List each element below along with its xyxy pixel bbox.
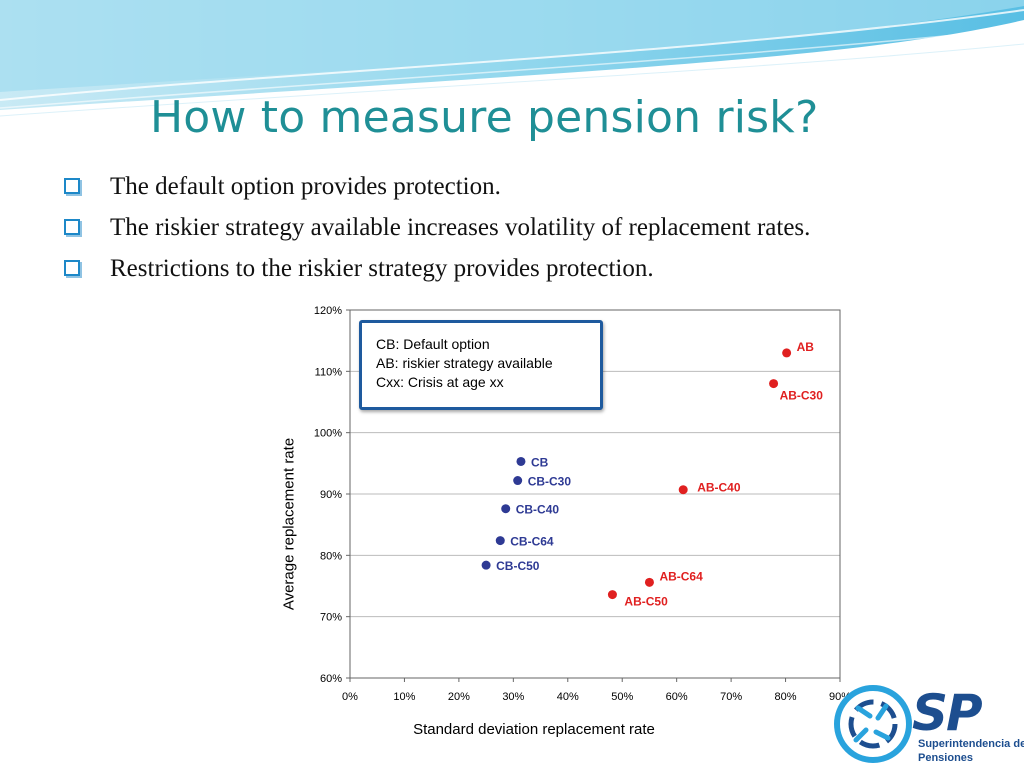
x-tick-label: 0% — [342, 691, 358, 703]
bullet-text: The default option provides protection. — [110, 173, 501, 200]
checkbox-bullet-icon — [64, 178, 80, 194]
data-point — [644, 577, 654, 587]
data-label: AB-C30 — [780, 389, 824, 403]
checkbox-bullet-icon — [64, 219, 80, 235]
x-tick-label: 20% — [448, 691, 470, 703]
slide-title: How to measure pension risk? — [150, 92, 819, 143]
bullet-text: The riskier strategy available increases… — [110, 214, 811, 241]
logo-text: Superintendencia de — [918, 738, 1024, 750]
header-banner — [0, 0, 1024, 117]
x-tick-label: 60% — [666, 691, 688, 703]
x-axis-ticks: 0% 10% 20% 30% 40% 50% 60% 70% 80% 90% — [342, 678, 851, 703]
bullet-item: The riskier strategy available increases… — [60, 209, 810, 250]
x-tick-label: 40% — [557, 691, 579, 703]
data-point — [782, 348, 792, 358]
y-axis-ticks: 60% 70% 80% 90% 100% 110% 120% — [314, 305, 350, 685]
y-axis-label: Average replacement rate — [280, 437, 298, 611]
data-label: CB — [531, 455, 549, 469]
y-tick-label: 120% — [314, 305, 342, 317]
y-tick-label: 80% — [320, 550, 342, 562]
data-label: AB — [797, 340, 815, 354]
bullet-list: The default option provides protection. … — [60, 168, 810, 291]
data-label: CB-C50 — [496, 559, 540, 573]
y-tick-label: 60% — [320, 673, 342, 685]
y-tick-label: 110% — [315, 366, 343, 378]
x-tick-label: 30% — [502, 691, 524, 703]
y-tick-label: 70% — [320, 612, 342, 624]
y-axis-label-background — [276, 395, 302, 653]
sp-logo-icon — [834, 685, 912, 763]
checkbox-bullet-icon — [64, 260, 80, 276]
bullet-item: Restrictions to the riskier strategy pro… — [60, 250, 810, 291]
data-label: AB-C40 — [697, 481, 741, 495]
data-point — [607, 590, 617, 600]
data-point — [678, 485, 688, 495]
x-tick-label: 70% — [720, 691, 742, 703]
data-point — [481, 560, 491, 570]
data-label: CB-C30 — [528, 475, 572, 489]
bullet-text: Restrictions to the riskier strategy pro… — [110, 255, 654, 282]
data-point — [516, 456, 526, 466]
data-point — [501, 504, 511, 514]
data-point — [769, 379, 779, 389]
logo-text: Pensiones — [918, 752, 974, 764]
x-axis-label: Standard deviation replacement rate — [388, 716, 680, 744]
data-points: CB CB-C30 CB-C40 CB-C64 CB-C50 AB AB-C30 AB-C40… — [481, 340, 824, 609]
legend-line: CB: Default option — [376, 336, 490, 352]
legend-line: Cxx: Crisis at age xx — [376, 374, 504, 390]
x-tick-label: 10% — [393, 691, 415, 703]
data-label: CB-C40 — [516, 503, 560, 517]
bullet-item: The default option provides protection. — [60, 168, 810, 209]
data-label: CB-C64 — [510, 535, 554, 549]
legend-box: CB: Default option AB: riskier strategy … — [359, 320, 603, 410]
data-label: AB-C50 — [624, 595, 668, 609]
y-tick-label: 100% — [314, 428, 342, 440]
y-tick-label: 90% — [320, 489, 342, 501]
x-tick-label: 50% — [611, 691, 633, 703]
x-tick-label: 80% — [775, 691, 797, 703]
legend-line: AB: riskier strategy available — [376, 355, 553, 371]
data-point — [495, 536, 505, 546]
logo-initials: SP — [912, 684, 983, 742]
data-point — [513, 476, 523, 486]
data-label: AB-C64 — [659, 569, 703, 583]
